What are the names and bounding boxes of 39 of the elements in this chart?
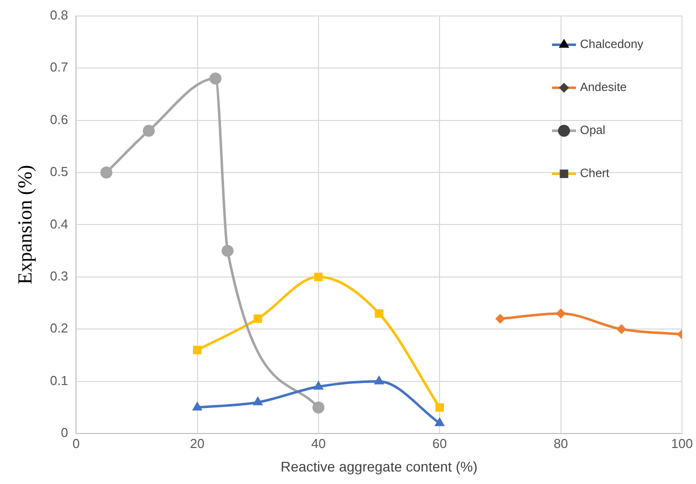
legend-label: Chalcedony: [580, 37, 644, 52]
point: [313, 380, 324, 390]
y-tick-label: 0.2: [50, 320, 68, 336]
x-tick-label: 40: [311, 436, 326, 451]
y-tick-label: 0: [60, 425, 68, 440]
point: [495, 314, 506, 324]
legend-label: Andesite: [580, 80, 628, 94]
point: [192, 401, 202, 410]
x-tick-label: 60: [432, 436, 447, 451]
y-tick-label: 0.4: [50, 216, 68, 232]
point: [314, 272, 323, 282]
point: [100, 166, 112, 178]
point: [434, 417, 445, 426]
point: [252, 396, 264, 406]
x-tick-label: 20: [190, 436, 204, 451]
point: [312, 401, 324, 414]
x-tick-label: 80: [554, 436, 568, 451]
point: [374, 375, 384, 384]
y-tick-label: 0.1: [50, 372, 68, 388]
y-tick-label: 0.8: [50, 7, 68, 22]
point: [254, 314, 262, 323]
point: [193, 346, 202, 354]
legend-label: Opal: [580, 123, 606, 138]
y-tick-label: 0.5: [50, 164, 68, 180]
y-axis-title: Expansion (%): [14, 164, 36, 284]
point: [142, 124, 155, 137]
point: [209, 72, 222, 84]
x-axis-title: Reactive aggregate content (%): [280, 458, 478, 474]
y-tick-label: 0.7: [50, 60, 68, 75]
x-tick-label: 100: [671, 436, 693, 451]
point: [556, 308, 566, 318]
point: [435, 403, 444, 412]
point: [222, 244, 234, 257]
y-tick-label: 0.6: [50, 112, 68, 127]
y-tick-label: 0.3: [50, 268, 68, 284]
point: [616, 324, 626, 334]
point: [374, 309, 384, 318]
x-tick-label: 0: [72, 436, 80, 451]
legend-label: Chert: [580, 166, 610, 180]
